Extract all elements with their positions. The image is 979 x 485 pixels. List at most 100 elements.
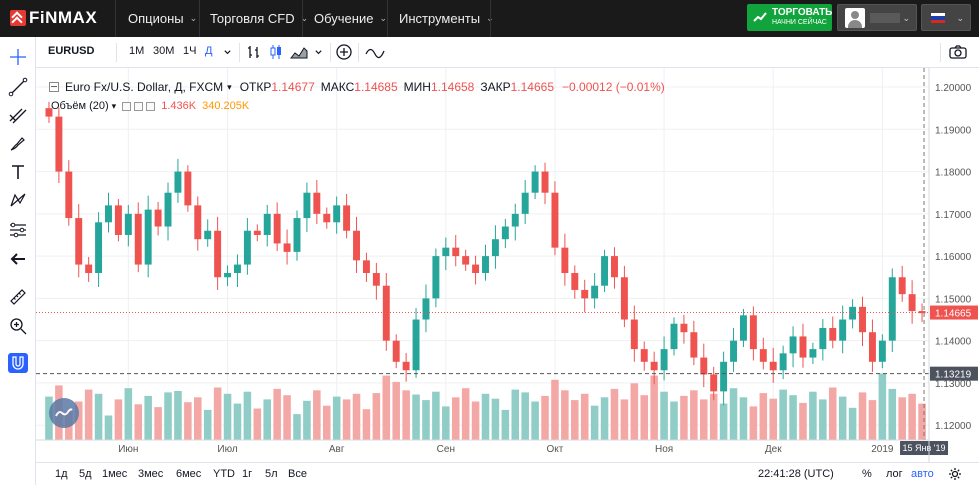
- nav-divider: [302, 0, 303, 37]
- volume-bar: [630, 383, 639, 440]
- volume-bar: [392, 381, 400, 440]
- toolbar-divider: [330, 43, 331, 62]
- candle-body: [521, 192, 529, 214]
- volume-bar: [918, 403, 926, 440]
- interval-1d[interactable]: Д: [205, 45, 213, 57]
- volume-label[interactable]: Объём (20): [51, 100, 109, 112]
- range-6m[interactable]: 6мес: [176, 468, 202, 480]
- price-tick-label: 1.12000: [935, 421, 972, 432]
- magnet-button[interactable]: [8, 353, 28, 373]
- toolbar-divider: [116, 43, 117, 62]
- brand-logo[interactable]: FiNMAX: [10, 8, 97, 28]
- interval-1m[interactable]: 1М: [129, 45, 145, 57]
- candle-body: [630, 319, 638, 350]
- nav-menu-cfd[interactable]: Торговля CFD ⌄: [210, 0, 308, 37]
- volume-bar: [184, 402, 192, 440]
- high-value: 1.14685: [354, 80, 398, 94]
- price-legend: Euro Fx/U.S. Dollar, Д, FXCM ▾ ОТКР 1.146…: [49, 80, 665, 94]
- auto-toggle[interactable]: авто: [911, 468, 934, 480]
- volume-bar: [640, 395, 649, 440]
- candle-body: [333, 205, 341, 223]
- candle-body: [730, 340, 738, 362]
- compare-icon[interactable]: [365, 45, 385, 59]
- tv-logo-icon[interactable]: [49, 398, 79, 428]
- candle-body: [412, 319, 420, 371]
- crosshair-icon[interactable]: [8, 47, 28, 67]
- volume-bar: [759, 393, 768, 440]
- trade-button[interactable]: ТОРГОВАТЬ НАЧНИ СЕЙЧАС: [747, 4, 832, 31]
- clock-utc[interactable]: 22:41:28 (UTC): [758, 468, 834, 480]
- pattern-icon[interactable]: [8, 190, 28, 210]
- gear-icon[interactable]: [948, 467, 962, 481]
- interval-30m[interactable]: 30М: [153, 45, 175, 57]
- zoom-in-icon[interactable]: [8, 316, 28, 336]
- ruler-icon[interactable]: [8, 287, 28, 307]
- range-1d[interactable]: 1д: [55, 468, 68, 480]
- chart-pane[interactable]: 1.14665 1.13219 15 Янв '19 1.20000 1.19000 1…: [36, 68, 979, 462]
- candle-body: [640, 349, 648, 362]
- symbol-input[interactable]: EURUSD: [48, 45, 95, 57]
- volume-bar: [144, 395, 152, 440]
- text-icon[interactable]: [8, 162, 28, 182]
- nav-menu-tools[interactable]: Инструменты ⌄: [399, 0, 494, 37]
- user-menu[interactable]: ⌄: [837, 4, 917, 31]
- volume-bar: [858, 392, 867, 440]
- range-1y[interactable]: 1г: [242, 468, 253, 480]
- volume-bar: [154, 407, 162, 440]
- snapshot-icon[interactable]: [948, 44, 968, 60]
- open-value: 1.14677: [271, 80, 315, 94]
- settings-icon[interactable]: [134, 101, 144, 111]
- candle-body: [670, 323, 678, 350]
- candle-body: [233, 264, 241, 274]
- nav-menu-options[interactable]: Опционы ⌄: [128, 0, 197, 37]
- candle-body: [293, 218, 301, 252]
- price-tick-label: 1.14000: [935, 337, 972, 348]
- chevron-down-icon[interactable]: ▾: [227, 81, 232, 92]
- close-value: 1.14665: [510, 80, 554, 94]
- chevron-down-icon[interactable]: [314, 48, 323, 57]
- range-5d[interactable]: 5д: [79, 468, 92, 480]
- time-tick-label: Авг: [329, 444, 345, 455]
- language-selector[interactable]: ⌄: [921, 4, 971, 31]
- volume-bar: [600, 397, 609, 440]
- log-toggle[interactable]: лог: [886, 468, 903, 480]
- price-tick-label: 1.16000: [935, 252, 972, 263]
- nav-menu-label: Инструменты: [399, 11, 481, 26]
- volume-bar: [203, 409, 212, 440]
- interval-1h[interactable]: 1Ч: [183, 45, 197, 57]
- nav-menu-learning[interactable]: Обучение ⌄: [314, 0, 387, 37]
- volume-bar: [848, 407, 857, 440]
- close-icon[interactable]: [146, 101, 156, 111]
- indicators-icon[interactable]: [335, 43, 353, 61]
- back-arrow-icon[interactable]: [8, 249, 28, 269]
- candle-body: [65, 171, 73, 219]
- candle-series: [45, 101, 926, 406]
- range-1m[interactable]: 1мес: [102, 468, 128, 480]
- candle-body: [164, 192, 172, 227]
- area-style-icon[interactable]: [290, 44, 308, 60]
- volume-bar: [124, 388, 133, 440]
- percent-toggle[interactable]: %: [862, 468, 872, 480]
- trend-line-icon[interactable]: [8, 77, 28, 97]
- range-5y[interactable]: 5л: [265, 468, 278, 480]
- candle-body: [283, 243, 291, 252]
- candle-style-icon[interactable]: [268, 44, 284, 60]
- visibility-toggle-icon[interactable]: [122, 101, 132, 111]
- fib-icon[interactable]: [8, 105, 28, 125]
- bar-style-icon[interactable]: [246, 44, 262, 60]
- candle-body: [382, 285, 390, 341]
- collapse-legend-icon[interactable]: [49, 82, 59, 92]
- volume-bar: [213, 387, 222, 440]
- chevron-down-icon: ⌄: [189, 13, 198, 23]
- range-ytd[interactable]: YTD: [213, 468, 235, 480]
- instrument-name[interactable]: Euro Fx/U.S. Dollar, Д, FXCM: [65, 80, 224, 94]
- measure-icon[interactable]: [8, 220, 28, 240]
- candle-body: [462, 256, 470, 265]
- range-all[interactable]: Все: [288, 468, 307, 480]
- price-axis: 1.20000 1.19000 1.18000 1.17000 1.16000 1.150…: [928, 68, 972, 462]
- chevron-down-icon[interactable]: [223, 48, 232, 57]
- brush-icon[interactable]: [8, 133, 28, 153]
- chevron-down-icon[interactable]: ▾: [111, 100, 117, 111]
- range-3m[interactable]: 3мес: [138, 468, 164, 480]
